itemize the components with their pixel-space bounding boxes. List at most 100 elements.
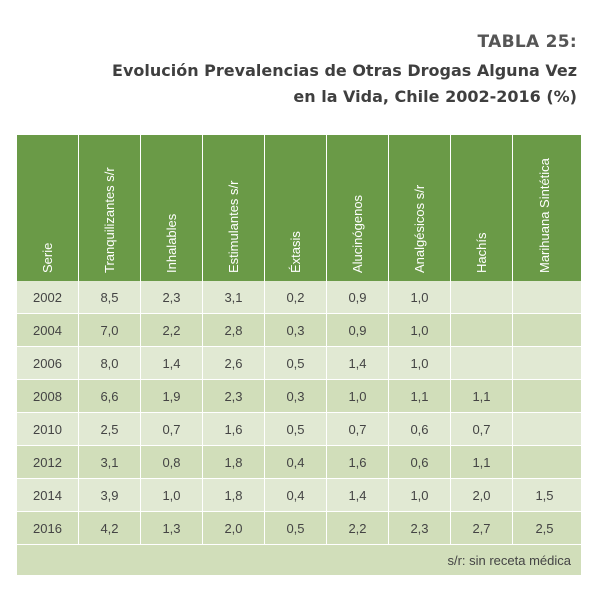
column-header-label: Analgésicos s/r	[412, 184, 427, 273]
table-cell: 0,7	[451, 413, 513, 445]
table-title-line-2: en la Vida, Chile 2002-2016 (%)	[293, 87, 577, 106]
table-row: 2012 3,1 0,8 1,8 0,4 1,6 0,6 1,1	[17, 446, 581, 479]
column-header: Serie	[17, 135, 79, 281]
table-cell	[513, 281, 576, 313]
column-header: Éxtasis	[265, 135, 327, 281]
table-cell: 1,9	[141, 380, 203, 412]
table-cell: 1,8	[203, 479, 265, 511]
table-body: 2002 8,5 2,3 3,1 0,2 0,9 1,0 2004 7,0 2,2 2,8 0,3 0,…	[17, 281, 581, 545]
table-cell: 0,3	[265, 380, 327, 412]
table-cell: 8,5	[79, 281, 141, 313]
table-cell: 2,2	[327, 512, 389, 544]
row-year-cell: 2002	[17, 281, 79, 313]
table-cell: 0,6	[389, 446, 451, 478]
table-cell	[513, 446, 576, 478]
table-cell: 1,1	[389, 380, 451, 412]
table-row: 2006 8,0 1,4 2,6 0,5 1,4 1,0	[17, 347, 581, 380]
row-year-cell: 2016	[17, 512, 79, 544]
column-header: Hachís	[451, 135, 513, 281]
table-header-row: Serie Tranquilizantes s/r Inhalables Estimu…	[17, 135, 581, 281]
row-year-cell: 2008	[17, 380, 79, 412]
table-cell	[451, 347, 513, 379]
table-cell: 1,4	[141, 347, 203, 379]
table-cell: 0,5	[265, 512, 327, 544]
table-cell: 0,7	[141, 413, 203, 445]
table-cell: 3,1	[79, 446, 141, 478]
column-header-label: Tranquilizantes s/r	[102, 167, 117, 273]
table-title-line-1: Evolución Prevalencias de Otras Drogas A…	[112, 61, 577, 80]
table-cell: 0,4	[265, 479, 327, 511]
column-header-label: Éxtasis	[288, 231, 303, 273]
table-cell: 1,6	[327, 446, 389, 478]
table-cell: 0,4	[265, 446, 327, 478]
column-header-label: Serie	[40, 242, 55, 273]
table-cell: 0,2	[265, 281, 327, 313]
table-cell: 1,0	[327, 380, 389, 412]
column-header: Tranquilizantes s/r	[79, 135, 141, 281]
column-header-label: Marihuana Sintética	[537, 158, 552, 273]
table-cell: 0,9	[327, 281, 389, 313]
table-cell: 0,7	[327, 413, 389, 445]
row-year-cell: 2012	[17, 446, 79, 478]
table-cell: 2,5	[535, 520, 554, 536]
table-cell: 2,3	[141, 281, 203, 313]
table-row: 2004 7,0 2,2 2,8 0,3 0,9 1,0	[17, 314, 581, 347]
column-header-label: Estimulantes s/r	[226, 180, 241, 273]
table-cell: 2,0	[451, 479, 513, 511]
table-cell: 4,2	[79, 512, 141, 544]
row-year-cell: 2014	[17, 479, 79, 511]
table-cell: 1,1	[451, 380, 513, 412]
table-row: 2014 3,9 1,0 1,8 0,4 1,4 1,0 2,0 1,5	[17, 479, 581, 512]
table-cell: 3,9	[79, 479, 141, 511]
table-cell: 1,5	[535, 487, 554, 503]
table-cell: 1,4	[327, 479, 389, 511]
table-cell: 1,1	[451, 446, 513, 478]
table-cell: 8,0	[79, 347, 141, 379]
title-block: TABLA 25: Evolución Prevalencias de Otra…	[112, 32, 577, 110]
table-row: 2016 4,2 1,3 2,0 0,5 2,2 2,3 2,7 2,5	[17, 512, 581, 545]
table-cell: 1,0	[389, 314, 451, 346]
table-cell: 2,7	[451, 512, 513, 544]
table-cell: 0,6	[389, 413, 451, 445]
table-cell: 2,0	[203, 512, 265, 544]
table-cell: 3,1	[203, 281, 265, 313]
table-cell: 1,0	[141, 479, 203, 511]
table-cell: 0,8	[141, 446, 203, 478]
table-cell: 2,3	[389, 512, 451, 544]
table-cell: 6,6	[79, 380, 141, 412]
column-header-label: Alucinógenos	[350, 194, 365, 273]
table-cell	[451, 314, 513, 346]
table-cell	[513, 347, 576, 379]
table-cell: 0,5	[265, 347, 327, 379]
table-row: 2008 6,6 1,9 2,3 0,3 1,0 1,1 1,1	[17, 380, 581, 413]
table-cell: 1,6	[203, 413, 265, 445]
table-cell	[451, 281, 513, 313]
table-cell: 1,8	[203, 446, 265, 478]
table-label: TABLA 25:	[477, 32, 577, 52]
table-cell: 2,6	[203, 347, 265, 379]
row-year-cell: 2006	[17, 347, 79, 379]
row-year-cell: 2010	[17, 413, 79, 445]
table-cell: 7,0	[79, 314, 141, 346]
table-cell	[513, 380, 576, 412]
table-cell: 1,3	[141, 512, 203, 544]
column-header-label: Inhalables	[164, 213, 179, 273]
table-cell: 0,3	[265, 314, 327, 346]
column-header: Marihuana Sintética	[513, 135, 576, 281]
table-cell: 1,0	[389, 281, 451, 313]
table-footnote: s/r: sin receta médica	[17, 545, 581, 575]
column-header: Alucinógenos	[327, 135, 389, 281]
table-cell: 1,4	[327, 347, 389, 379]
table-cell: 2,8	[203, 314, 265, 346]
data-table: Serie Tranquilizantes s/r Inhalables Estimu…	[17, 135, 581, 575]
table-row: 2002 8,5 2,3 3,1 0,2 0,9 1,0	[17, 281, 581, 314]
table-row: 2010 2,5 0,7 1,6 0,5 0,7 0,6 0,7	[17, 413, 581, 446]
table-cell: 0,5	[265, 413, 327, 445]
table-cell: 1,0	[389, 347, 451, 379]
column-header: Estimulantes s/r	[203, 135, 265, 281]
table-cell: 2,2	[141, 314, 203, 346]
column-header: Inhalables	[141, 135, 203, 281]
column-header: Analgésicos s/r	[389, 135, 451, 281]
row-year-cell: 2004	[17, 314, 79, 346]
table-cell: 0,9	[327, 314, 389, 346]
